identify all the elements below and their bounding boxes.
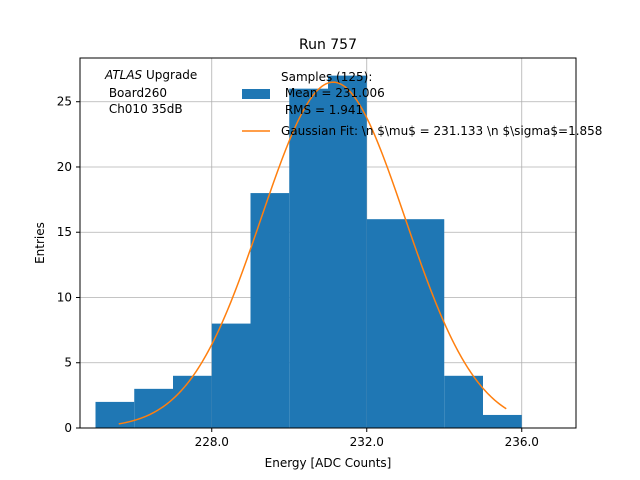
histogram-bars (95, 75, 522, 428)
y-tick-label-2: 10 (57, 290, 72, 304)
histogram-bar (405, 219, 445, 428)
histogram-bar (328, 75, 367, 428)
axes-frame (79, 57, 577, 429)
y-tick-label-4: 20 (57, 160, 72, 174)
annotation-atlas: ATLAS (104, 68, 143, 82)
histogram-bar (483, 414, 522, 428)
histogram-bar (134, 388, 173, 428)
histogram-bar (289, 88, 328, 428)
annotation-board: Board260 (105, 86, 167, 100)
x-tick-label-1: 232.0 (350, 435, 384, 449)
y-tick-label-0: 0 (64, 421, 72, 435)
y-tick-label-3: 15 (57, 225, 72, 239)
legend-samples-line-2: Mean = 231.006 (281, 86, 385, 100)
legend-samples-line-3: RMS = 1.941 (281, 103, 363, 117)
y-axis-ticks: 0 5 10 15 20 25 (57, 95, 80, 435)
annotation-line-1: ATLAS Upgrade (104, 68, 197, 82)
x-tick-label-2: 236.0 (505, 435, 539, 449)
legend-swatch-samples (242, 89, 270, 99)
annotation-channel: Ch010 35dB (105, 102, 183, 116)
x-tick-label-0: 228.0 (195, 435, 229, 449)
legend-samples-line-1: Samples (125): (281, 70, 372, 84)
x-axis-ticks: 228.0 232.0 236.0 (195, 428, 539, 449)
histogram-bar (444, 375, 483, 428)
chart-title: Run 757 (299, 37, 357, 53)
gaussian-fit-curve (118, 81, 507, 425)
histogram-bar (95, 401, 135, 428)
legend: Samples (125): Mean = 231.006 RMS = 1.94… (242, 70, 602, 138)
legend-fit-label: Gaussian Fit: \n $\mu$ = 231.133 \n $\si… (281, 124, 602, 138)
y-axis-label: Entries (33, 222, 47, 264)
y-tick-label-5: 25 (57, 95, 72, 109)
histogram-bar (366, 219, 406, 428)
atlas-annotation: ATLAS Upgrade Board260 Ch010 35dB (104, 68, 197, 116)
histogram-bar (211, 323, 251, 428)
y-tick-label-1: 5 (64, 356, 72, 370)
histogram-bar (173, 375, 212, 428)
histogram-bar (250, 193, 290, 428)
annotation-upgrade: Upgrade (142, 68, 197, 82)
x-axis-label: Energy [ADC Counts] (265, 456, 392, 470)
